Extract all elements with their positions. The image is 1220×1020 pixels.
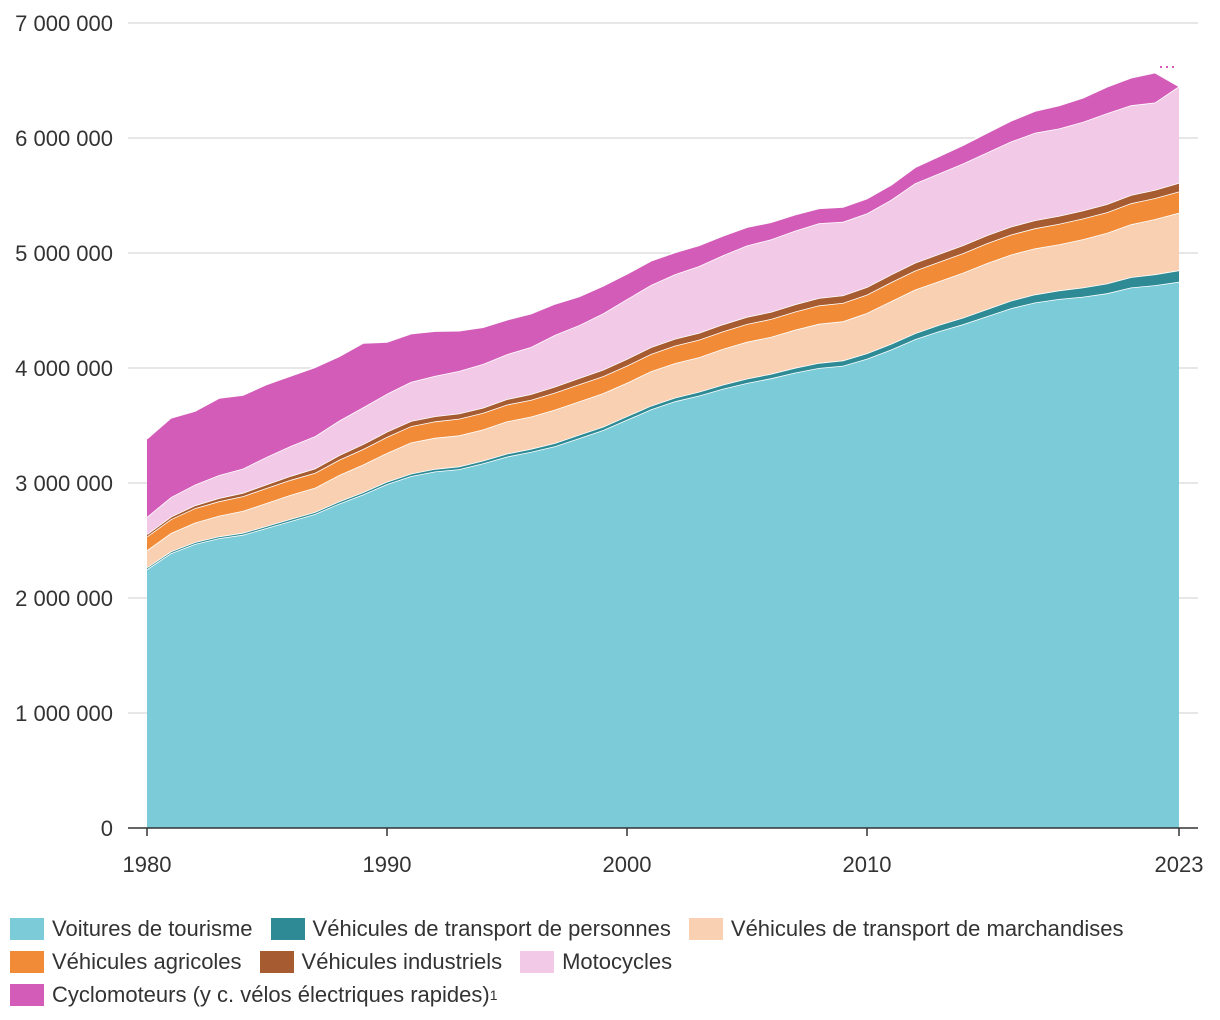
legend-swatch xyxy=(10,917,44,940)
legend-swatch xyxy=(259,950,294,973)
x-tick-label: 1990 xyxy=(363,852,412,877)
y-tick-label: 2 000 000 xyxy=(15,586,113,611)
y-tick-label: 4 000 000 xyxy=(15,356,113,381)
x-tick-label: 2000 xyxy=(603,852,652,877)
legend-swatch xyxy=(688,917,723,940)
y-tick-label: 5 000 000 xyxy=(15,241,113,266)
grid-lines: 0 1 000 000 2 000 000 3 000 000 4 000 000 5 0… xyxy=(15,11,1198,841)
legend-label: Motocycles xyxy=(562,948,673,974)
legend-label: Voitures de tourisme xyxy=(52,915,253,941)
legend: Voitures de tourisme Véhicules de transp… xyxy=(10,912,1210,1011)
stacked-areas xyxy=(146,71,1180,828)
y-tick-label: 3 000 000 xyxy=(15,471,113,496)
legend-item-marchandises: Véhicules de transport de marchandises xyxy=(688,915,1124,942)
area-series-0 xyxy=(147,281,1179,828)
legend-label: Véhicules de transport de marchandises xyxy=(730,915,1124,941)
legend-label: Véhicules de transport de personnes xyxy=(312,915,671,941)
area-series-2 xyxy=(147,212,1179,568)
x-tick-label: 2010 xyxy=(843,852,892,877)
y-tick-label: 7 000 000 xyxy=(15,11,113,36)
y-tick-label: 1 000 000 xyxy=(15,701,113,726)
x-tick-label: 1980 xyxy=(123,852,172,877)
legend-swatch xyxy=(10,983,44,1006)
legend-swatch xyxy=(270,917,305,940)
legend-swatch xyxy=(520,950,555,973)
legend-label: Cyclomoteurs (y c. vélos électriques rap… xyxy=(52,981,490,1007)
legend-label: Véhicules industriels xyxy=(301,948,503,974)
y-tick-label: 0 xyxy=(101,816,113,841)
legend-row-2: Véhicules agricoles Véhicules industriel… xyxy=(10,945,1210,978)
legend-item-cyclomoteurs: Cyclomoteurs (y c. vélos électriques rap… xyxy=(10,982,498,1008)
y-tick-label: 6 000 000 xyxy=(15,126,113,151)
axes: 1980 1990 2000 2010 2023 xyxy=(123,827,1204,877)
x-tick-label: 2023 xyxy=(1155,852,1204,877)
legend-label: Véhicules agricoles xyxy=(52,948,242,974)
area-series-3 xyxy=(147,191,1179,551)
chart-area: 0 1 000 000 2 000 000 3 000 000 4 000 000 5 0… xyxy=(15,11,1204,877)
legend-item-industriels: Véhicules industriels xyxy=(259,948,503,975)
legend-row-1: Voitures de tourisme Véhicules de transp… xyxy=(10,912,1210,945)
legend-item-voitures: Voitures de tourisme xyxy=(10,916,253,942)
legend-swatch xyxy=(10,950,44,973)
legend-item-agricoles: Véhicules agricoles xyxy=(10,949,242,975)
legend-item-personnes: Véhicules de transport de personnes xyxy=(270,915,671,942)
legend-row-3: Cyclomoteurs (y c. vélos électriques rap… xyxy=(10,978,1210,1011)
area-series-6 xyxy=(147,72,1179,517)
area-series-4 xyxy=(147,182,1179,537)
area-edge-6 xyxy=(146,71,1180,440)
area-series-5 xyxy=(147,86,1179,535)
legend-item-motocycles: Motocycles xyxy=(520,949,672,975)
